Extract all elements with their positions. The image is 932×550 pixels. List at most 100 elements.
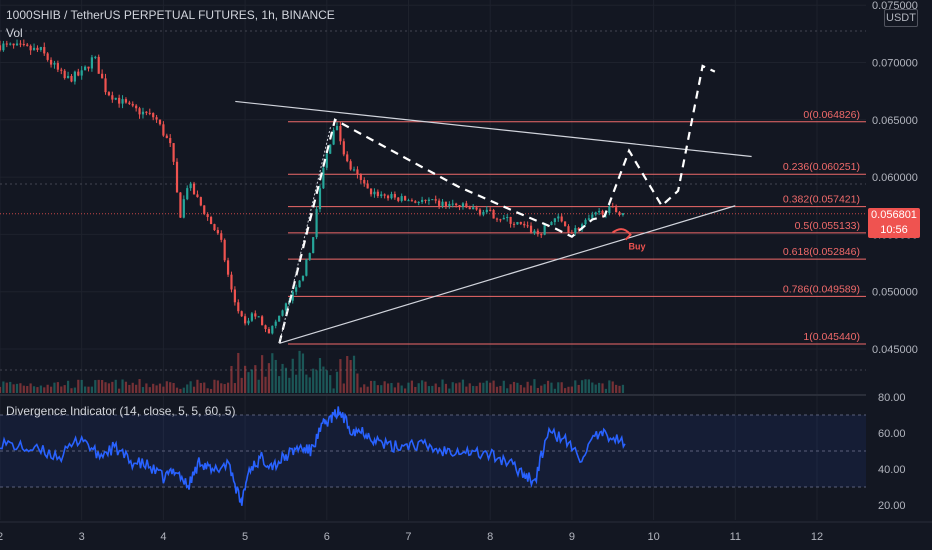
volume-bar xyxy=(261,355,264,393)
candle-body xyxy=(43,47,46,54)
volume-bar xyxy=(390,382,393,393)
candle-body xyxy=(427,199,431,201)
candle-body xyxy=(46,53,49,60)
volume-bar xyxy=(458,382,461,393)
candle-body xyxy=(26,44,29,46)
candle-body xyxy=(213,224,216,231)
candle-body xyxy=(189,183,192,189)
volume-bar xyxy=(322,366,325,393)
candle-body xyxy=(284,303,288,311)
volume-bar xyxy=(332,388,335,393)
candle-body xyxy=(495,218,499,220)
volume-bar xyxy=(352,355,356,393)
candle-body xyxy=(339,126,342,142)
candle-body xyxy=(216,230,219,234)
volume-bar xyxy=(536,387,539,393)
candle-body xyxy=(66,75,70,79)
volume-bar xyxy=(543,384,546,393)
volume-bar xyxy=(230,365,233,393)
candle-body xyxy=(264,325,267,330)
projection-path[interactable] xyxy=(278,64,716,344)
candle-body xyxy=(482,212,485,215)
volume-bar xyxy=(63,385,66,393)
trend-line-lower[interactable] xyxy=(279,205,736,344)
candle-body xyxy=(128,102,131,104)
candle-body xyxy=(196,194,199,198)
volume-bar xyxy=(580,380,584,393)
volume-bar xyxy=(540,385,543,393)
candle-body xyxy=(386,195,390,199)
candle-body xyxy=(94,56,97,58)
projection-polyline[interactable] xyxy=(278,64,716,344)
candle-body xyxy=(400,196,403,201)
volume-bar xyxy=(523,387,526,393)
candle-body xyxy=(621,213,625,216)
volume-bar xyxy=(250,369,254,393)
candle-body xyxy=(15,43,19,46)
volume-bar xyxy=(318,358,322,393)
volume-bar xyxy=(80,379,83,393)
trend-line-upper[interactable] xyxy=(235,100,752,158)
volume-bar xyxy=(356,373,359,393)
volume-bar xyxy=(615,384,618,393)
time-tick-label: 8 xyxy=(487,531,493,543)
candle-body xyxy=(410,200,413,202)
candle-body xyxy=(305,259,308,276)
volume-bar xyxy=(226,382,230,393)
volume-bar xyxy=(468,383,471,393)
time-axis-bg xyxy=(0,522,932,550)
candle-body xyxy=(84,66,87,71)
volume-bar xyxy=(213,379,216,393)
price-grid xyxy=(0,0,932,520)
candle-body xyxy=(352,169,356,171)
candle-body xyxy=(618,212,621,216)
volume-bar xyxy=(114,379,117,393)
price-tick-label: 0.050000 xyxy=(872,287,918,299)
fibonacci-retracement[interactable]: 0(0.064826) 0.236(0.060251) 0.382(0.057421… xyxy=(288,109,866,345)
candle-body xyxy=(342,141,345,155)
volume-bar xyxy=(312,368,315,393)
volume-bar xyxy=(298,350,301,393)
volume-bar xyxy=(111,381,114,393)
candle-body xyxy=(359,174,362,180)
candle-body xyxy=(472,207,475,210)
volume-bar xyxy=(421,380,424,393)
candle-body xyxy=(516,221,519,225)
candle-body xyxy=(373,191,376,195)
candle-body xyxy=(557,216,560,219)
candle-body xyxy=(203,205,206,215)
candle-body xyxy=(158,119,162,125)
candle-body xyxy=(220,233,223,240)
buy-marker: Buy xyxy=(611,228,646,252)
candle-body xyxy=(461,203,465,207)
volume-bar xyxy=(84,386,87,393)
candle-body xyxy=(9,43,12,45)
candle-body xyxy=(329,144,332,154)
fib-level-label: 0.786(0.049589) xyxy=(783,283,860,295)
candle-body xyxy=(560,216,563,222)
candle-body xyxy=(226,260,230,275)
candle-body xyxy=(172,143,175,162)
volume-bar xyxy=(94,380,97,393)
volume-bar xyxy=(209,388,213,393)
volume-bar xyxy=(611,381,614,393)
volume-bar xyxy=(77,379,80,393)
volume-bar xyxy=(431,385,434,393)
candle-body xyxy=(63,70,66,79)
volume-bar xyxy=(393,387,396,393)
volume-bar xyxy=(509,384,512,393)
currency-badge[interactable]: USDT xyxy=(884,9,918,27)
trend-lines[interactable] xyxy=(235,100,752,344)
price-tick-label: 0.060000 xyxy=(872,172,918,184)
candle-body xyxy=(526,225,529,227)
volume-bar xyxy=(121,379,124,393)
candle-body xyxy=(512,223,516,225)
candle-body xyxy=(587,218,591,220)
candle-body xyxy=(12,43,15,46)
volume-bar xyxy=(243,365,247,393)
candle-body xyxy=(485,209,488,213)
volume-bar xyxy=(604,388,608,393)
volume-bar xyxy=(359,387,362,393)
candle-body xyxy=(431,199,434,201)
candle-body xyxy=(301,275,305,281)
